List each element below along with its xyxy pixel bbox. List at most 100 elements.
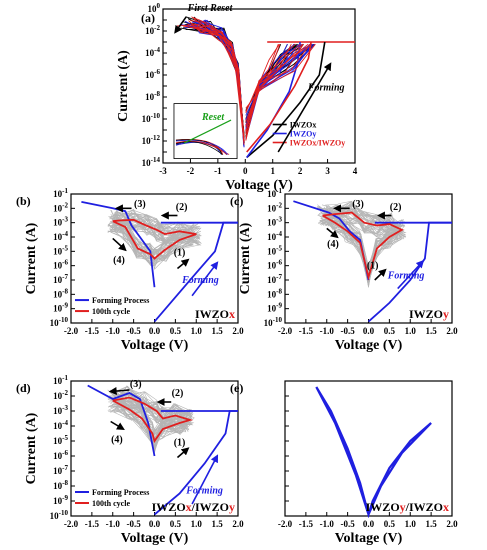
y-tick-label: 10-8 bbox=[53, 287, 68, 299]
x-tick-label: -2.0 bbox=[64, 326, 79, 336]
x-tick-label: 2.0 bbox=[232, 326, 244, 336]
x-tick-label: -1.5 bbox=[85, 519, 100, 529]
y-tick-label: 10-6 bbox=[53, 259, 68, 271]
y-axis-label: Current (A) bbox=[24, 412, 39, 484]
step-4-arrow bbox=[326, 227, 339, 239]
y-tick-label: 10-6 bbox=[267, 259, 282, 271]
forming-set-curve bbox=[153, 221, 238, 323]
legend-label: 100th cycle bbox=[92, 307, 130, 316]
y-tick-label: 10-1 bbox=[267, 187, 282, 199]
cycle-100-curve bbox=[322, 211, 404, 281]
x-tick-label: 1.5 bbox=[426, 326, 438, 336]
x-tick-label: -1.0 bbox=[106, 326, 121, 336]
y-tick-label: 10-7 bbox=[53, 273, 68, 285]
x-tick-label: 0 bbox=[243, 166, 248, 176]
step-4-arrow bbox=[112, 237, 127, 252]
y-tick-label: 10-1 bbox=[53, 187, 68, 199]
y-tick-label: 10-3 bbox=[53, 216, 68, 228]
reset-sweep bbox=[187, 23, 245, 142]
set-sweep bbox=[245, 43, 280, 127]
y-tick-label: 10-4 bbox=[267, 230, 282, 242]
forming-arrow bbox=[397, 259, 425, 290]
cycle-100-curve bbox=[112, 396, 194, 444]
y-tick-label: 10-4 bbox=[53, 230, 68, 242]
step-3-label: (3) bbox=[352, 199, 364, 210]
x-axis-label: Voltage (V) bbox=[121, 531, 189, 546]
panel-label: (a) bbox=[141, 11, 155, 25]
sample-label: IWZOy bbox=[409, 307, 449, 321]
panel-e bbox=[284, 380, 453, 517]
y-tick-label: 10-8 bbox=[267, 287, 282, 299]
x-tick-label: -1.0 bbox=[320, 519, 335, 529]
x-tick-label: 0.0 bbox=[149, 519, 161, 529]
y-tick-label: 10-9 bbox=[53, 494, 68, 506]
x-tick-label: -1.0 bbox=[320, 326, 335, 336]
x-tick-label: -0.5 bbox=[127, 519, 142, 529]
sample-label: IWZOy/IWZOx bbox=[366, 500, 449, 514]
step-1-label: (1) bbox=[367, 261, 379, 272]
cycle-line bbox=[107, 214, 198, 266]
inset-curve bbox=[175, 141, 223, 155]
step-2-label: (2) bbox=[172, 388, 184, 399]
panel-b bbox=[70, 193, 239, 324]
x-tick-label: -1.0 bbox=[106, 519, 121, 529]
y-tick-label: 10-8 bbox=[53, 479, 68, 491]
x-tick-label: 1.0 bbox=[191, 519, 203, 529]
x-tick-label: -1.5 bbox=[299, 326, 314, 336]
x-tick-label: -3 bbox=[159, 166, 167, 176]
y-tick-label: 10-4 bbox=[53, 419, 68, 431]
forming-reset-curve bbox=[81, 201, 156, 288]
y-tick-label: 10-4 bbox=[145, 46, 160, 58]
forming-curve bbox=[246, 41, 326, 159]
x-tick-label: 1.0 bbox=[405, 519, 417, 529]
x-tick-label: 1.0 bbox=[191, 326, 203, 336]
cycle-line bbox=[113, 217, 199, 254]
y-axis-label: Current (A) bbox=[116, 50, 131, 122]
x-tick-label: 0.0 bbox=[363, 326, 375, 336]
y-tick-label: 10-9 bbox=[267, 302, 282, 314]
x-tick-label: 3 bbox=[325, 166, 330, 176]
forming-set-curve bbox=[367, 221, 452, 323]
y-tick-label: 10-12 bbox=[142, 134, 161, 146]
x-tick-label: 2.0 bbox=[446, 326, 458, 336]
set-sweep bbox=[245, 43, 311, 141]
step-2-label: (2) bbox=[390, 202, 402, 213]
step-2-label: (2) bbox=[176, 202, 188, 213]
cycle-line bbox=[318, 202, 403, 274]
step-1-arrow bbox=[374, 268, 387, 281]
x-axis-label: Voltage (V) bbox=[335, 338, 403, 353]
cycle-line bbox=[112, 391, 194, 435]
step-4-label: (4) bbox=[111, 435, 123, 446]
forming-arrow bbox=[277, 62, 332, 153]
x-tick-label: 1 bbox=[270, 166, 275, 176]
step-4-arrow bbox=[110, 420, 125, 431]
y-tick-label: 10-10 bbox=[50, 316, 69, 328]
inset-trend-line bbox=[183, 119, 232, 144]
y-tick-label: 100 bbox=[148, 2, 161, 14]
x-tick-label: -2 bbox=[187, 166, 195, 176]
x-tick-label: -1 bbox=[214, 166, 222, 176]
panel-label: (e) bbox=[230, 381, 243, 395]
y-tick-label: 10-14 bbox=[142, 156, 161, 168]
legend-label: IWZOx/IWZOy bbox=[290, 139, 346, 148]
x-tick-label: 0.5 bbox=[384, 519, 396, 529]
y-tick-label: 10-6 bbox=[53, 449, 68, 461]
x-axis-label: Voltage (V) bbox=[335, 531, 403, 546]
panel-a bbox=[162, 8, 356, 164]
step-1-label: (1) bbox=[174, 248, 186, 259]
y-tick-label: 10-9 bbox=[53, 302, 68, 314]
forming-label: Forming bbox=[387, 271, 425, 282]
reset-sweep bbox=[192, 23, 245, 139]
panel-label: (d) bbox=[16, 381, 31, 395]
set-sweep bbox=[245, 44, 279, 141]
x-tick-label: 4 bbox=[353, 166, 358, 176]
step-1-arrow bbox=[176, 447, 190, 459]
x-axis-label: Voltage (V) bbox=[225, 178, 293, 193]
forming-curve bbox=[246, 41, 312, 153]
x-tick-label: 0.5 bbox=[170, 326, 182, 336]
x-tick-label: -1.5 bbox=[299, 519, 314, 529]
y-tick-label: 10-10 bbox=[264, 316, 283, 328]
legend-label: Forming Process bbox=[92, 296, 149, 305]
y-tick-label: 10-5 bbox=[53, 244, 68, 256]
